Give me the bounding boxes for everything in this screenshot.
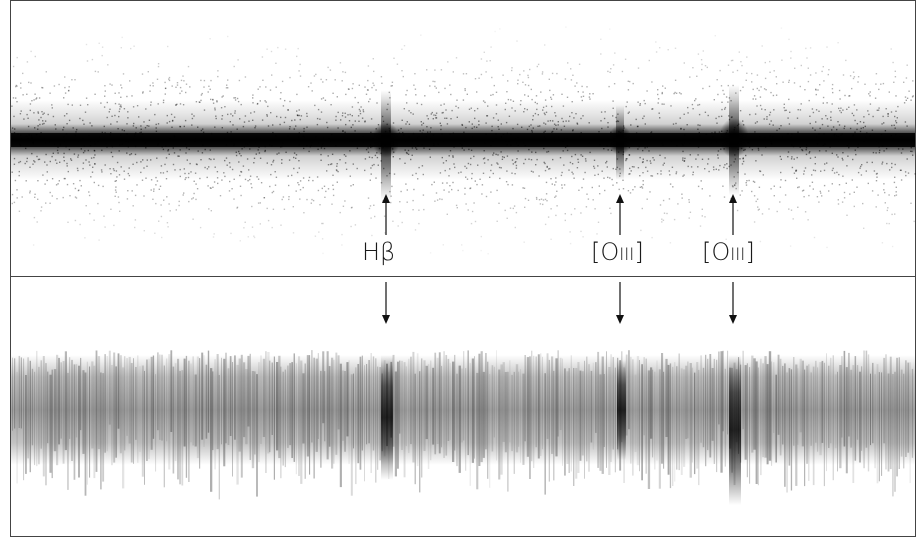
line-label-oiii-4959: [OIII]: [591, 238, 644, 266]
arrows: [382, 194, 737, 324]
bracket-close: ]: [634, 238, 644, 266]
bracket-open: [: [591, 238, 601, 266]
ion-stage: III: [619, 245, 635, 265]
o2-up-arrowhead: [729, 194, 737, 203]
oiii-4959-emission-column: [617, 360, 626, 460]
element-symbol: O: [600, 238, 620, 266]
oiii-4959-emission-streak: [616, 105, 624, 180]
bottom-vertical-streaks: [12, 350, 914, 500]
line-label-hbeta: Hβ: [362, 238, 395, 266]
line-label-hbeta-text: Hβ: [362, 238, 396, 266]
oiii-5007-emission-column: [729, 355, 741, 505]
bracket-open: [: [702, 238, 712, 266]
ion-stage: III: [730, 245, 746, 265]
top-spectrum-panel: [11, 26, 916, 255]
hb-emission-streak: [381, 90, 391, 200]
o1-down-arrowhead: [616, 315, 624, 324]
o2-down-arrowhead: [729, 315, 737, 324]
element-symbol: O: [711, 238, 731, 266]
bottom-spectrum-band: [11, 355, 915, 465]
hb-down-arrowhead: [382, 315, 390, 324]
o1-up-arrowhead: [616, 194, 624, 203]
bracket-close: ]: [745, 238, 755, 266]
top-spectrum-core: [11, 133, 915, 147]
bottom-spectrum-panel: [11, 350, 915, 505]
oiii-5007-emission-streak: [729, 85, 739, 195]
hb-up-arrowhead: [382, 194, 390, 203]
hb-emission-column: [381, 355, 393, 480]
line-label-oiii-5007: [OIII]: [702, 238, 755, 266]
